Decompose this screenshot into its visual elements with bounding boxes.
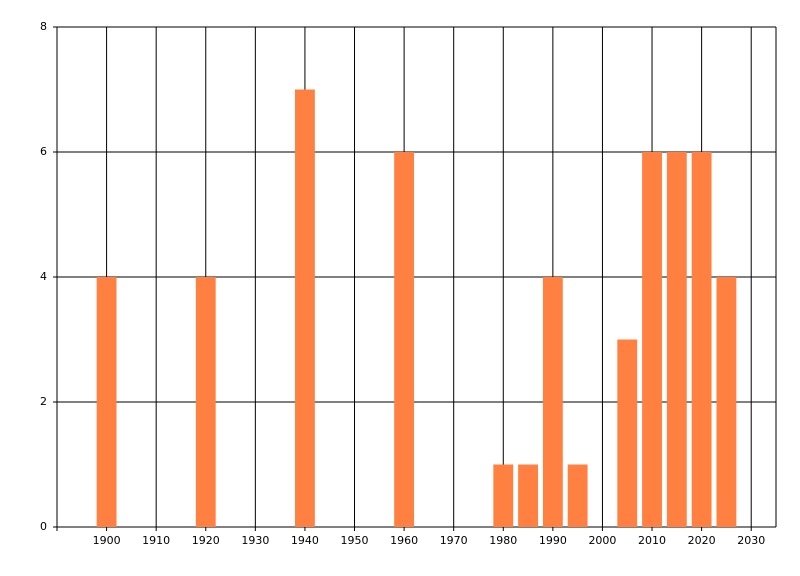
x-tick-label: 1990 (539, 534, 567, 547)
x-tick-label: 2030 (737, 534, 765, 547)
x-tick-label: 1940 (291, 534, 319, 547)
bar (617, 339, 638, 527)
bar (493, 464, 514, 527)
bar (567, 464, 588, 527)
x-tick-label: 1910 (142, 534, 170, 547)
x-tick-label: 1930 (241, 534, 269, 547)
x-tick-label: 1970 (440, 534, 468, 547)
bar (518, 464, 538, 527)
y-tick-label: 0 (40, 520, 47, 533)
x-tick-label: 1920 (192, 534, 220, 547)
x-tick-label: 1950 (341, 534, 369, 547)
bar (642, 152, 662, 527)
x-tick-label: 2020 (688, 534, 716, 547)
bar (666, 152, 687, 527)
x-tick-label: 1980 (489, 534, 517, 547)
x-tick-label: 1900 (93, 534, 121, 547)
bar (394, 152, 415, 527)
y-tick-label: 4 (40, 270, 47, 283)
x-tick-label: 2000 (588, 534, 616, 547)
bar (195, 277, 216, 527)
y-tick-label: 2 (40, 395, 47, 408)
bar (96, 277, 117, 527)
bar (716, 277, 737, 527)
bar (542, 277, 563, 527)
x-tick-label: 2010 (638, 534, 666, 547)
x-tick-label: 1960 (390, 534, 418, 547)
y-tick-label: 6 (40, 145, 47, 158)
bar (295, 89, 315, 527)
bar (691, 152, 712, 527)
y-tick-label: 8 (40, 20, 47, 33)
